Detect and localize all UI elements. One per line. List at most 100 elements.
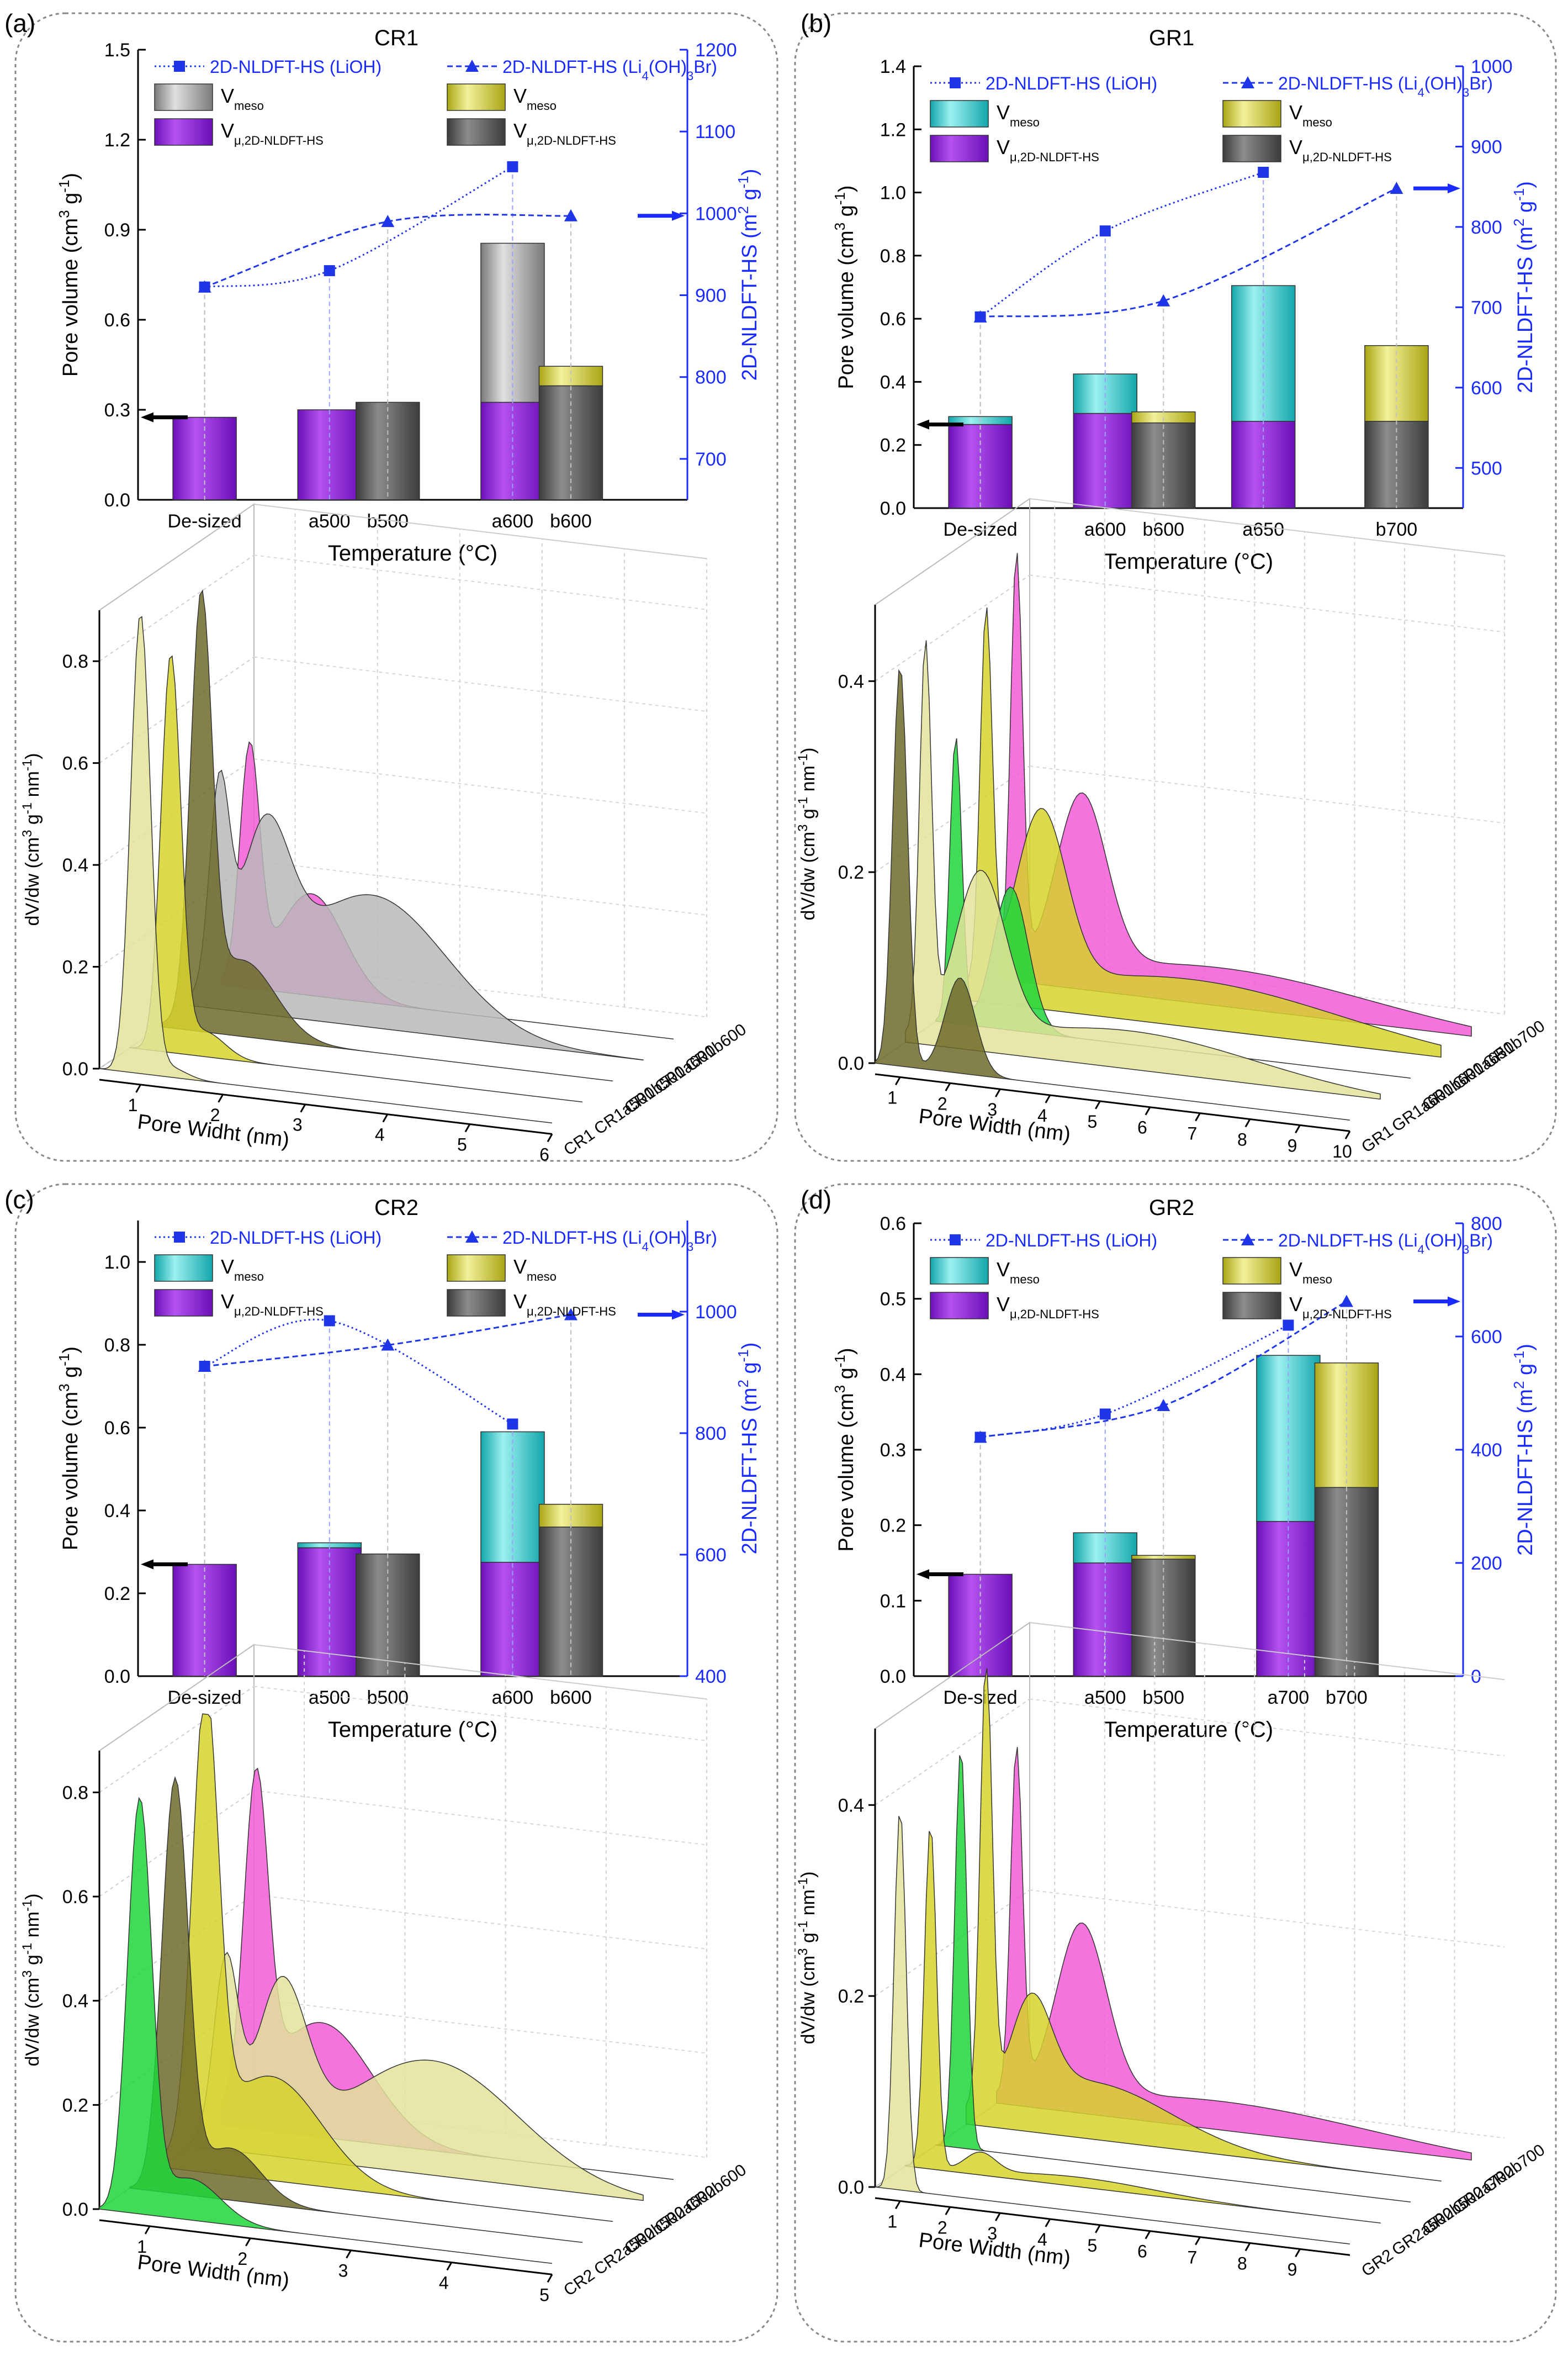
legend-micro-right-swatch bbox=[447, 1289, 506, 1317]
y-tick-label: 0.3 bbox=[104, 400, 130, 421]
x-tick-label: 6 bbox=[1137, 1118, 1147, 1138]
label-part: -1 bbox=[56, 1354, 72, 1366]
label-part: V bbox=[1289, 101, 1302, 124]
label-part: 3 bbox=[1463, 1243, 1469, 1256]
label-part: ) bbox=[22, 1893, 43, 1899]
y2-tick-label: 400 bbox=[1471, 1440, 1502, 1461]
label-part: V bbox=[513, 119, 527, 142]
micro-bar bbox=[1364, 421, 1429, 509]
x-tick bbox=[1244, 2242, 1251, 2252]
label-part: (OH) bbox=[649, 1228, 687, 1248]
x-tick bbox=[346, 2249, 352, 2259]
x-tick-label: 8 bbox=[1237, 2253, 1247, 2273]
y-tick-label: 1.0 bbox=[880, 183, 906, 204]
y2-tick-label: 800 bbox=[1471, 217, 1502, 238]
x-tick-label: b700 bbox=[1326, 1687, 1368, 1708]
label-part: meso bbox=[1010, 1272, 1040, 1286]
x-tick-label: 1 bbox=[137, 2237, 147, 2257]
x-tick-label: 3 bbox=[293, 1115, 303, 1135]
label-part: -1 bbox=[796, 754, 811, 765]
legend-micro-right-label: Vμ,2D-NLDFT-HS bbox=[513, 1290, 616, 1318]
bar-chart-gr2: 0.00.10.20.30.40.50.60200400600800Pore v… bbox=[831, 1213, 1537, 1742]
grid-line bbox=[875, 1698, 1030, 1806]
label-part: nm bbox=[22, 1911, 43, 1943]
x-axis-label: Temperature (°C) bbox=[1104, 550, 1273, 574]
x-tick-label: 6 bbox=[1137, 2242, 1147, 2262]
label-part: V bbox=[513, 84, 527, 107]
label-part: g bbox=[22, 814, 43, 830]
right-arrow-head bbox=[1448, 183, 1460, 194]
label-part: -1 bbox=[1511, 1351, 1527, 1364]
label-part: meso bbox=[234, 99, 264, 113]
x-tick-label: 10 bbox=[1332, 1142, 1352, 1161]
legend-micro-right-swatch bbox=[447, 118, 506, 146]
y2-tick-label: 600 bbox=[1471, 378, 1502, 399]
x-tick bbox=[446, 2262, 453, 2271]
legend-label-br: 2D-NLDFT-HS (Li4(OH)3Br) bbox=[1278, 73, 1493, 99]
x-tick-label: 2 bbox=[937, 2217, 947, 2237]
legend-label-lioh: 2D-NLDFT-HS (LiOH) bbox=[210, 1228, 382, 1248]
x-tick-label: a500 bbox=[309, 511, 351, 532]
label-part: -1 bbox=[796, 1878, 811, 1889]
label-part: meso bbox=[527, 99, 557, 113]
y-tick-label: 0.4 bbox=[838, 1795, 864, 1816]
y-tick-label: 0.0 bbox=[838, 2177, 864, 2198]
label-part: V bbox=[1289, 1258, 1302, 1281]
label-part: 2D-NLDFT-HS (Li bbox=[1278, 1230, 1417, 1250]
x-tick bbox=[1195, 1112, 1201, 1122]
grid-line bbox=[875, 1889, 1030, 1996]
y2-tick-label: 200 bbox=[1471, 1553, 1502, 1574]
y-tick-label: 0.9 bbox=[104, 220, 130, 241]
x-tick-label: 9 bbox=[1288, 1135, 1297, 1155]
label-part: 3 bbox=[796, 825, 811, 832]
label-part: (OH) bbox=[649, 57, 687, 77]
series-area bbox=[905, 640, 1381, 1100]
x-tick-label: 1 bbox=[887, 2211, 897, 2231]
x-tick-label: b600 bbox=[550, 511, 592, 532]
x-tick-label: 3 bbox=[987, 2223, 997, 2243]
label-part: 2 bbox=[735, 1380, 751, 1387]
x-tick-label: 2 bbox=[237, 2249, 247, 2269]
label-part: 2D-NLDFT-HS (Li bbox=[502, 57, 642, 77]
legend-label-lioh: 2D-NLDFT-HS (LiOH) bbox=[210, 57, 382, 77]
right-arrow-head bbox=[1448, 1296, 1460, 1307]
x-tick-label: 6 bbox=[539, 1144, 549, 1164]
x-tick-label: 4 bbox=[1037, 2230, 1047, 2249]
x-tick-label: b700 bbox=[1376, 519, 1418, 540]
legend-micro-right-swatch bbox=[1222, 135, 1281, 162]
legend-meso-right-label: Vmeso bbox=[513, 84, 557, 113]
grid-line bbox=[253, 1998, 707, 2054]
label-part: -1 bbox=[20, 759, 35, 771]
series-area bbox=[966, 1668, 1442, 2182]
legend-meso-left-label: Vmeso bbox=[997, 1258, 1040, 1286]
label-part: 3 bbox=[56, 1383, 72, 1391]
label-part: dV/dw (cm bbox=[22, 837, 43, 926]
y-tick-label: 0.8 bbox=[62, 651, 88, 672]
x-tick bbox=[245, 2238, 251, 2247]
bar-chart-cr1: 0.0 0.3 0.6 0.9 1.2 1.5 700 800 900 1000 1100 1200 P… bbox=[56, 40, 761, 566]
x-tick bbox=[144, 2226, 151, 2234]
y2-axis-label: 2D-NLDFT-HS (m2 g-1) bbox=[1511, 1344, 1537, 1556]
x-tick-label: b500 bbox=[1142, 1687, 1184, 1708]
x-tick-label: 4 bbox=[1037, 1106, 1047, 1126]
label-part: -1 bbox=[20, 802, 35, 814]
label-part: V bbox=[997, 1293, 1010, 1316]
legend-meso-left-swatch bbox=[154, 1254, 213, 1282]
series-area bbox=[875, 1816, 1350, 2244]
y-tick-label: 0.6 bbox=[880, 309, 906, 330]
label-part: g bbox=[835, 205, 858, 223]
panel-frame-c bbox=[14, 1183, 778, 2343]
label-part: 3 bbox=[687, 1240, 693, 1254]
x-tick bbox=[995, 2212, 1001, 2221]
label-part: dV/dw (cm bbox=[798, 832, 819, 921]
grid-line bbox=[1029, 1889, 1505, 1948]
y-tick-label: 0.6 bbox=[104, 310, 130, 331]
x-tick-label: a650 bbox=[1242, 519, 1284, 540]
x-tick bbox=[1244, 1118, 1251, 1128]
x-tick-label: b600 bbox=[1142, 519, 1184, 540]
left-arrow-head bbox=[917, 1569, 929, 1580]
x-axis-label: Temperature (°C) bbox=[328, 1718, 497, 1742]
lioh-marker bbox=[507, 161, 518, 172]
label-part: 4 bbox=[642, 69, 648, 83]
br-marker bbox=[1157, 1399, 1170, 1412]
